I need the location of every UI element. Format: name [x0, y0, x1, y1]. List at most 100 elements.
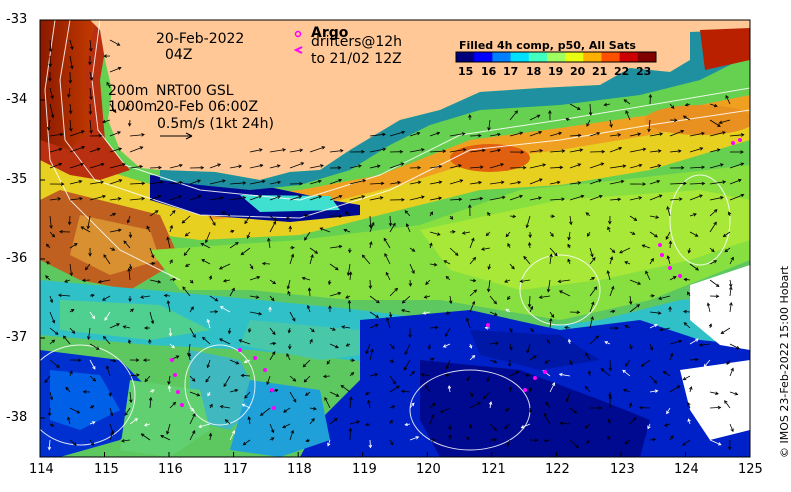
current-vector: [409, 181, 421, 185]
current-vector: [188, 353, 191, 361]
current-vector-head: [129, 399, 133, 404]
current-vector-head: [144, 326, 148, 330]
current-vector-head: [577, 163, 582, 167]
current-vector-head: [103, 254, 107, 258]
current-vector: [109, 103, 117, 113]
current-vector: [129, 198, 145, 201]
current-vector: [269, 221, 276, 233]
current-vector-head: [179, 180, 184, 185]
current-vector: [209, 180, 226, 185]
current-vector: [220, 406, 231, 409]
current-vector-head: [554, 252, 558, 257]
current-vector: [649, 231, 658, 238]
current-vector: [69, 198, 83, 201]
current-vector: [669, 353, 673, 361]
current-vector-head: [682, 376, 687, 381]
current-vector: [329, 418, 338, 425]
x-tick-label: 125: [738, 462, 763, 477]
current-vector-head: [625, 363, 629, 367]
current-vector: [269, 342, 276, 345]
current-vector-head: [420, 148, 425, 152]
current-vector-head: [565, 398, 570, 403]
current-vector-head: [287, 290, 291, 295]
current-vector: [509, 181, 521, 185]
current-vector-head: [258, 311, 263, 316]
current-vector-head: [337, 291, 342, 296]
current-vector-head: [577, 181, 582, 185]
current-vector: [629, 133, 641, 137]
colorbar-swatch: [456, 52, 475, 62]
current-vector: [369, 349, 373, 361]
current-vector-head: [365, 350, 369, 355]
current-vector: [489, 149, 501, 153]
current-vector-head: [701, 181, 706, 186]
current-vector: [529, 178, 543, 185]
current-vector-head: [89, 48, 93, 52]
current-vector: [269, 165, 280, 169]
current-vector: [287, 279, 291, 289]
current-vector: [589, 195, 603, 201]
current-vector-head: [512, 214, 517, 219]
current-vector: [609, 198, 621, 201]
current-vector-head: [169, 259, 173, 264]
current-vector-head: [73, 442, 77, 446]
current-vector: [509, 343, 512, 350]
current-vector: [269, 195, 281, 201]
y-tick-label: -37: [6, 330, 28, 345]
current-vector-head: [722, 131, 726, 135]
current-vector-head: [242, 181, 247, 185]
current-vector-head: [487, 266, 491, 270]
current-vector-head: [190, 306, 194, 311]
current-vector-head: [698, 343, 703, 347]
current-vector-head: [528, 409, 533, 414]
current-vector-head: [130, 308, 134, 313]
current-vector-head: [388, 222, 393, 227]
current-vector-head: [117, 131, 121, 135]
current-vector-head: [57, 197, 62, 201]
current-vector-head: [90, 405, 95, 409]
current-vector-head: [525, 373, 529, 378]
current-vector: [241, 374, 251, 377]
current-vector-head: [249, 265, 254, 270]
current-vector: [667, 206, 671, 217]
current-vector-head: [68, 110, 73, 115]
current-vector-head: [713, 221, 717, 226]
colorbar-tick: 17: [503, 65, 519, 78]
current-vector-head: [84, 266, 89, 271]
current-vector: [624, 325, 631, 329]
current-vector-head: [468, 204, 472, 208]
current-vector-head: [662, 371, 667, 375]
current-vector: [649, 133, 663, 137]
current-vector-head: [584, 385, 589, 390]
current-vector: [205, 231, 211, 243]
current-vector: [509, 215, 516, 217]
current-vector: [189, 430, 196, 441]
current-vector: [269, 181, 281, 185]
current-vector: [207, 319, 211, 329]
current-vector-head: [49, 396, 54, 401]
current-vector-head: [417, 180, 422, 185]
current-vector-head: [468, 425, 473, 430]
current-vector-head: [223, 383, 227, 388]
current-vector-head: [218, 266, 223, 270]
current-vector: [269, 279, 276, 285]
current-vector-head: [368, 224, 373, 229]
current-vector: [629, 343, 632, 350]
current-vector-head: [335, 393, 340, 397]
current-vector-head: [432, 402, 436, 407]
current-vector-head: [392, 380, 396, 385]
current-vector-head: [201, 336, 206, 341]
current-vector-head: [543, 438, 548, 443]
current-vector: [625, 110, 631, 121]
colorbar-swatch: [528, 52, 548, 62]
current-vector-head: [148, 338, 152, 343]
current-vector-head: [192, 413, 196, 417]
current-vector-head: [124, 412, 128, 416]
current-vector-head: [56, 364, 60, 368]
current-vector-head: [519, 194, 523, 199]
current-vector: [269, 423, 274, 433]
current-vector: [369, 241, 372, 249]
current-vector: [149, 195, 161, 201]
current-vector-head: [221, 211, 226, 215]
current-vector: [469, 279, 476, 282]
